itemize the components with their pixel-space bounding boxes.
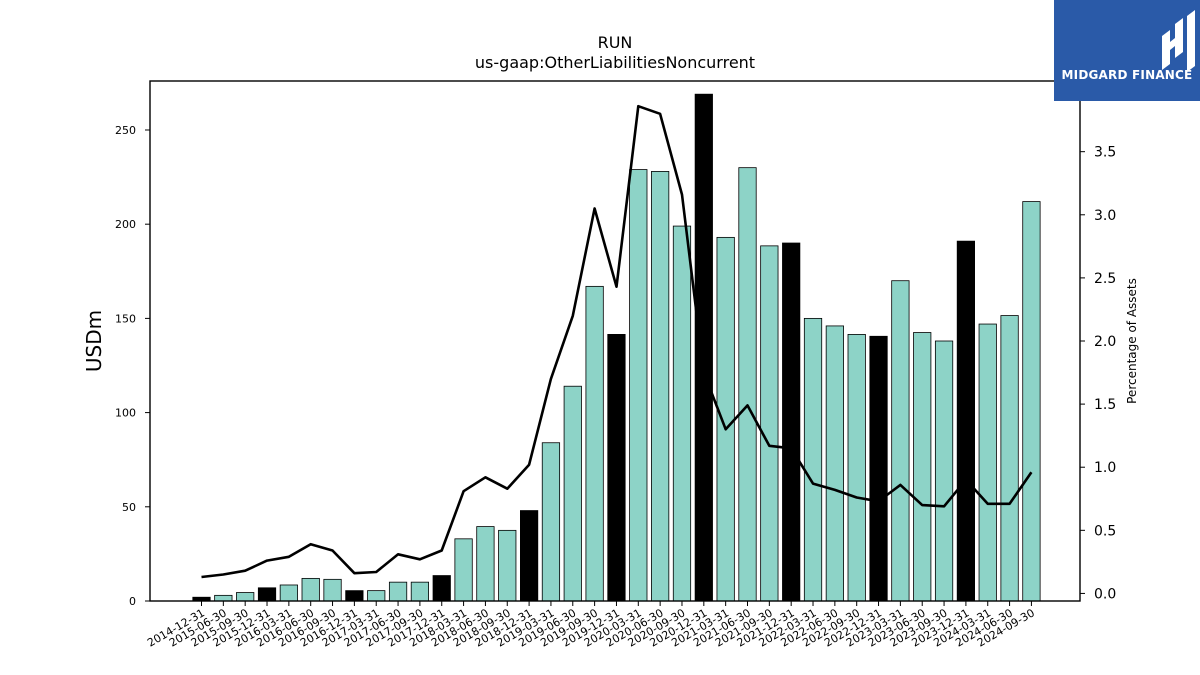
- bar-2023-06-30: [913, 332, 932, 602]
- bar-2021-09-30: [760, 245, 779, 602]
- percentage-line: [201, 104, 1033, 579]
- bar-2019-09-30: [585, 285, 604, 602]
- bar-2023-12-31: [956, 240, 976, 602]
- bar-2023-03-31: [891, 280, 910, 602]
- bar-2015-06-30: [214, 594, 233, 602]
- y2-axis-label: Percentage of Assets: [1125, 278, 1139, 404]
- y2-tick-label: 1.0: [1094, 460, 1116, 476]
- y2-tick-label: 2.0: [1094, 334, 1116, 350]
- bar-2022-06-30: [825, 325, 844, 602]
- bar-2019-03-31: [541, 442, 561, 602]
- y-axis-label: USDm: [82, 310, 106, 372]
- bar-2018-06-30: [476, 526, 495, 602]
- bar-2024-09-30: [1022, 201, 1041, 602]
- chart-subtitle: us-gaap:OtherLiabilitiesNoncurrent: [475, 53, 755, 72]
- bar-2023-09-30: [934, 340, 954, 602]
- y2-tick-label: 0.0: [1094, 586, 1116, 602]
- bar-2018-03-31: [454, 538, 473, 602]
- bar-2016-09-30: [323, 578, 342, 602]
- bar-2024-06-30: [1000, 315, 1019, 602]
- bar-2019-12-31: [607, 334, 626, 602]
- bar-2020-03-31: [629, 169, 648, 602]
- bar-2018-09-30: [498, 529, 517, 602]
- y2-tick-label: 0.5: [1094, 523, 1116, 539]
- chart-title: RUN: [598, 33, 633, 52]
- bar-2015-09-30: [236, 592, 255, 602]
- bar-2021-12-31: [782, 242, 801, 602]
- y-tick-label: 0: [129, 595, 136, 608]
- bar-2022-12-31: [869, 335, 888, 602]
- brand-mark-icon: [1162, 10, 1195, 72]
- y2-tick-label: 3.5: [1094, 145, 1116, 161]
- bar-2022-03-31: [803, 317, 823, 602]
- bar-2020-06-30: [651, 171, 670, 602]
- bar-2019-06-30: [563, 385, 582, 602]
- y2-tick-label: 1.5: [1094, 397, 1116, 413]
- y-tick-label: 200: [115, 218, 136, 231]
- bar-2015-12-31: [257, 587, 277, 602]
- y2-tick-label: 3.0: [1094, 208, 1116, 224]
- bar-series: [192, 93, 1041, 602]
- bar-2016-03-31: [279, 584, 298, 602]
- bar-2021-03-31: [716, 236, 735, 602]
- bar-2020-09-30: [672, 225, 692, 602]
- bar-2016-06-30: [301, 577, 320, 602]
- brand-logo: MIDGARD FINANCE: [1054, 0, 1200, 101]
- bar-2017-09-30: [410, 581, 430, 602]
- bar-2017-06-30: [388, 581, 408, 602]
- bar-2016-12-31: [345, 590, 364, 602]
- bar-2022-09-30: [847, 334, 866, 602]
- y-tick-label: 150: [115, 312, 136, 325]
- y-tick-label: 250: [115, 124, 136, 137]
- y-tick-label: 50: [122, 501, 136, 514]
- bar-2024-03-31: [978, 323, 997, 602]
- bar-2020-12-31: [694, 93, 713, 602]
- bar-2021-06-30: [738, 167, 757, 602]
- brand-name: MIDGARD FINANCE: [1061, 68, 1193, 82]
- y2-tick-label: 2.5: [1094, 271, 1116, 287]
- bar-2018-12-31: [520, 510, 539, 602]
- bar-2017-03-31: [367, 590, 386, 602]
- y-tick-label: 100: [115, 407, 136, 420]
- bar-2017-12-31: [432, 575, 451, 602]
